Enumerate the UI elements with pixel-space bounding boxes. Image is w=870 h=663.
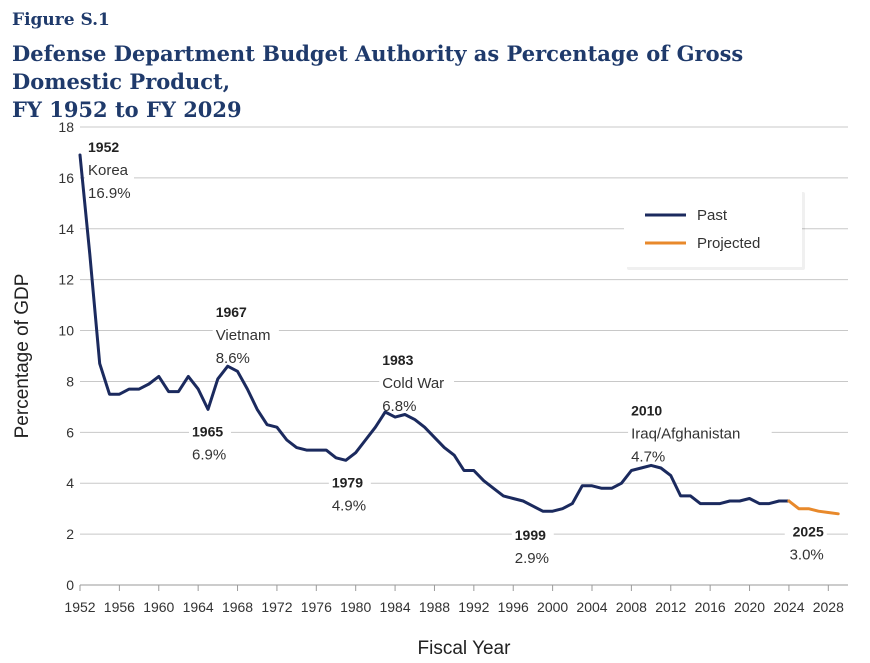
annotation-1965: 1965 6.9% <box>189 422 231 466</box>
annotation-1952: 1952 Korea 16.9% <box>85 137 134 204</box>
x-tick-label: 2016 <box>695 599 726 615</box>
annotation-1979: 1979 4.9% <box>328 473 371 517</box>
legend-label-projected: Projected <box>697 235 760 252</box>
series-line-past <box>78 153 791 513</box>
annotation-1967: 1967 Vietnam 8.6% <box>212 303 279 370</box>
x-tick-label: 1980 <box>340 599 371 615</box>
annotation-text: 2.9% <box>515 550 549 567</box>
y-tick-label: 10 <box>58 323 74 339</box>
annotation-bg <box>189 422 231 466</box>
legend-box <box>624 189 802 267</box>
x-tick-label: 1972 <box>261 599 292 615</box>
annotation-year: 2025 <box>793 524 824 540</box>
y-tick-label: 6 <box>66 424 74 440</box>
x-tick-label: 1968 <box>222 599 253 615</box>
x-tick-label: 1992 <box>458 599 489 615</box>
x-tick-label: 2020 <box>734 599 765 615</box>
grid-lines <box>80 126 848 535</box>
series-line-projected <box>787 499 840 516</box>
annotation-year: 1999 <box>515 527 546 543</box>
annotation-year: 1965 <box>192 423 223 439</box>
x-tick-label: 2012 <box>655 599 686 615</box>
chart-title-line-2: FY 1952 to FY 2029 <box>12 97 242 122</box>
x-tick-label: 2028 <box>813 599 844 615</box>
x-tick-label: 1984 <box>379 599 410 615</box>
annotation-bg <box>628 401 772 468</box>
annotation-2025: 2025 3.0% <box>784 522 827 566</box>
y-tick-label: 0 <box>66 577 74 593</box>
chart-title: Defense Department Budget Authority as P… <box>12 40 852 124</box>
x-tick-label: 2000 <box>537 599 568 615</box>
annotation-bg <box>784 522 827 566</box>
y-tick-label: 8 <box>66 373 74 389</box>
annotation-text: Cold War <box>382 375 444 392</box>
annotation-text: 16.9% <box>88 185 131 202</box>
x-tick-label: 1976 <box>301 599 332 615</box>
annotation-text: Iraq/Afghanistan <box>631 425 740 442</box>
annotation-bg <box>511 526 554 570</box>
annotation-year: 1983 <box>382 352 413 368</box>
legend: Past Projected <box>624 189 805 270</box>
annotation-year: 1979 <box>332 474 363 490</box>
annotation-year: 2010 <box>631 402 662 418</box>
y-tick-label: 2 <box>66 526 74 542</box>
x-tick-label: 1960 <box>143 599 174 615</box>
annotation-text: Vietnam <box>216 327 271 344</box>
y-tick-label: 18 <box>58 119 74 135</box>
y-tick-label: 4 <box>66 475 74 491</box>
legend-label-past: Past <box>697 207 728 224</box>
x-tick-label: 1952 <box>64 599 95 615</box>
y-tick-label: 12 <box>58 272 74 288</box>
annotation-text: 3.0% <box>790 547 824 564</box>
x-tick-label: 2024 <box>773 599 804 615</box>
x-tick-label: 1964 <box>183 599 214 615</box>
annotation-text: 6.8% <box>382 398 416 415</box>
x-tick-label: 1988 <box>419 599 450 615</box>
y-axis-ticks: 0 2 4 6 8 10 12 14 16 18 <box>58 119 74 593</box>
annotation-year: 1952 <box>88 139 119 155</box>
annotation-text: 8.6% <box>216 350 250 367</box>
annotations: 1952 Korea 16.9% 1965 6.9% 1967 Vietnam 8.6% 197… <box>85 137 827 570</box>
x-tick-label: 1956 <box>104 599 135 615</box>
annotation-text: 4.7% <box>631 448 665 465</box>
series-lines <box>78 153 840 516</box>
annotation-2010: 2010 Iraq/Afghanistan 4.7% <box>628 401 772 468</box>
x-axis-title: Fiscal Year <box>418 638 512 659</box>
annotation-bg <box>379 350 455 417</box>
annotation-text: 4.9% <box>332 497 366 514</box>
x-tick-label: 1996 <box>498 599 529 615</box>
annotation-bg <box>85 137 134 204</box>
annotation-text: Korea <box>88 162 129 179</box>
annotation-year: 1967 <box>216 304 247 320</box>
x-tick-label: 2004 <box>576 599 607 615</box>
chart-title-line-1: Defense Department Budget Authority as P… <box>12 41 744 94</box>
y-tick-label: 14 <box>58 221 74 237</box>
x-axis-ticks: 1952 1956 1960 1964 1968 1972 1976 1980 1984 1988… <box>64 585 844 615</box>
y-tick-label: 16 <box>58 170 74 186</box>
x-tick-label: 2008 <box>616 599 647 615</box>
annotation-bg <box>212 303 279 370</box>
annotation-1999: 1999 2.9% <box>511 526 554 570</box>
annotation-bg <box>328 473 371 517</box>
annotation-1983: 1983 Cold War 6.8% <box>379 350 455 417</box>
figure-label: Figure S.1 <box>12 10 110 30</box>
annotation-text: 6.9% <box>192 446 226 463</box>
y-axis-title: Percentage of GDP <box>12 274 33 439</box>
